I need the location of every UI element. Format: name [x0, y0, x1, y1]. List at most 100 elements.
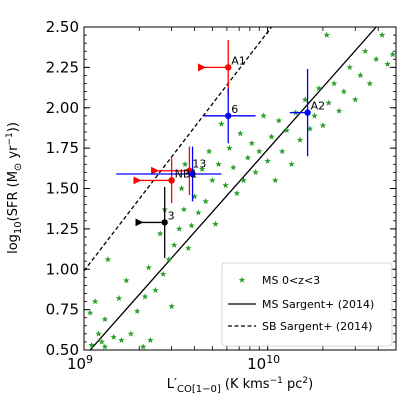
- x-axis-ticks: 109 1010: [67, 27, 379, 373]
- ms-star-point: [86, 309, 94, 316]
- ms-star-point: [215, 160, 222, 168]
- ms-star-point: [141, 293, 149, 300]
- ms-star-point: [222, 181, 229, 189]
- ms-star-point: [104, 256, 112, 263]
- ms-star-point: [237, 130, 244, 137]
- point-label: A2: [311, 100, 326, 113]
- ms-star-point: [202, 198, 209, 205]
- ms-star-point: [178, 185, 185, 192]
- x-axis-label: L′CO[1−0] (K kms−1 pc2): [167, 376, 313, 395]
- point-label: NB1: [175, 167, 198, 180]
- data-point: [304, 109, 311, 116]
- legend-label: MS 0<z<3: [262, 274, 320, 287]
- ms-star-point: [389, 51, 396, 58]
- ms-star-point: [110, 333, 117, 340]
- ms-star-point: [180, 206, 188, 213]
- ms-star-point: [319, 122, 327, 129]
- ms-star-point: [325, 99, 332, 106]
- data-point: [225, 64, 232, 71]
- legend-box: [221, 262, 393, 347]
- ms-star-point: [323, 31, 331, 38]
- sb-line: [84, 27, 273, 272]
- ms-star-point: [205, 147, 213, 155]
- ms-star-point: [145, 264, 152, 271]
- ms-star-point: [384, 60, 391, 67]
- ms-star-point: [301, 96, 309, 103]
- ms-star-point: [195, 209, 202, 216]
- data-point: [225, 112, 232, 120]
- ms-star-point: [256, 147, 263, 155]
- ms-star-point: [191, 193, 198, 200]
- ms-star-point: [218, 120, 225, 127]
- data-point: [189, 170, 196, 178]
- point-label: 6: [231, 103, 238, 116]
- ms-star-point: [335, 107, 343, 114]
- y-tick-label: 1.00: [46, 260, 79, 278]
- ms-star-point: [139, 343, 147, 350]
- ms-star-point: [288, 160, 295, 168]
- ms-star-point: [123, 277, 130, 284]
- point-label: 3: [168, 209, 175, 222]
- ms-star-point: [152, 286, 159, 293]
- ms-star-point: [252, 168, 259, 176]
- ms-star-point: [268, 133, 275, 140]
- y-axis-ticks: 0.50 0.75 1.00 1.25 1.50 1.75 2.00 2.25 2.50: [46, 18, 396, 359]
- y-tick-label: 2.00: [46, 99, 79, 117]
- ms-star-point: [88, 341, 95, 348]
- ms-star-point: [95, 330, 102, 337]
- ms-star-point: [240, 177, 247, 184]
- ms-star-point: [278, 147, 286, 155]
- ms-star-point: [311, 112, 318, 119]
- ms-star-point: [233, 189, 241, 197]
- ms-star-point: [101, 315, 109, 323]
- y-tick-label: 0.50: [46, 341, 79, 359]
- ms-star-point: [181, 160, 189, 168]
- ms-star-point: [362, 47, 369, 54]
- ms-star-point: [118, 336, 125, 344]
- point-label: 13: [192, 158, 206, 171]
- legend-label: MS Sargent+ (2014): [262, 298, 374, 311]
- ms-star-point: [175, 225, 183, 232]
- x-tick-label: 109: [67, 353, 93, 373]
- y-tick-label: 0.75: [46, 301, 79, 319]
- ms-star-point: [296, 136, 304, 143]
- y-tick-label: 1.50: [46, 180, 79, 198]
- data-point: [161, 219, 168, 226]
- relation-lines: [84, 27, 377, 350]
- ms-star-point: [156, 230, 164, 237]
- ms-star-point: [147, 336, 154, 344]
- ms-star-point: [168, 303, 175, 310]
- legend-label: SB Sargent+ (2014): [262, 320, 372, 333]
- ms-star-point: [264, 157, 271, 164]
- ms-star-point: [352, 96, 359, 103]
- ms-star-point: [226, 144, 233, 151]
- legend: MS 0<z<3 MS Sargent+ (2014) SB Sargent+ (2…: [221, 262, 393, 347]
- ms-star-points: [86, 20, 396, 350]
- ms-star-point: [372, 55, 380, 63]
- y-tick-label: 1.25: [46, 220, 79, 238]
- y-tick-label: 1.75: [46, 139, 79, 157]
- ms-star-point: [101, 343, 109, 350]
- legend-star-swatch: [238, 276, 246, 283]
- ms-star-point: [165, 256, 173, 263]
- ms-star-point: [244, 154, 252, 161]
- ms-star-point: [198, 165, 206, 172]
- point-label: A1: [231, 54, 246, 67]
- ms-star-point: [248, 139, 256, 147]
- ms-star-point: [188, 222, 195, 229]
- ms-star-point: [306, 125, 314, 132]
- ms-star-point: [115, 294, 123, 302]
- ms-star-point: [260, 112, 267, 119]
- ms-star-point: [357, 72, 364, 79]
- ms-star-point: [330, 80, 338, 87]
- ms-star-point: [159, 270, 167, 277]
- ms-star-point: [378, 31, 386, 38]
- ms-star-point: [185, 244, 192, 252]
- y-axis-label: log10(SFR (M⊙ yr−1)): [5, 122, 24, 254]
- errorbar-points: [116, 39, 311, 258]
- y-tick-label: 2.25: [46, 58, 79, 76]
- ms-star-point: [171, 241, 178, 248]
- ms-star-point: [344, 20, 350, 26]
- ms-star-point: [230, 164, 237, 171]
